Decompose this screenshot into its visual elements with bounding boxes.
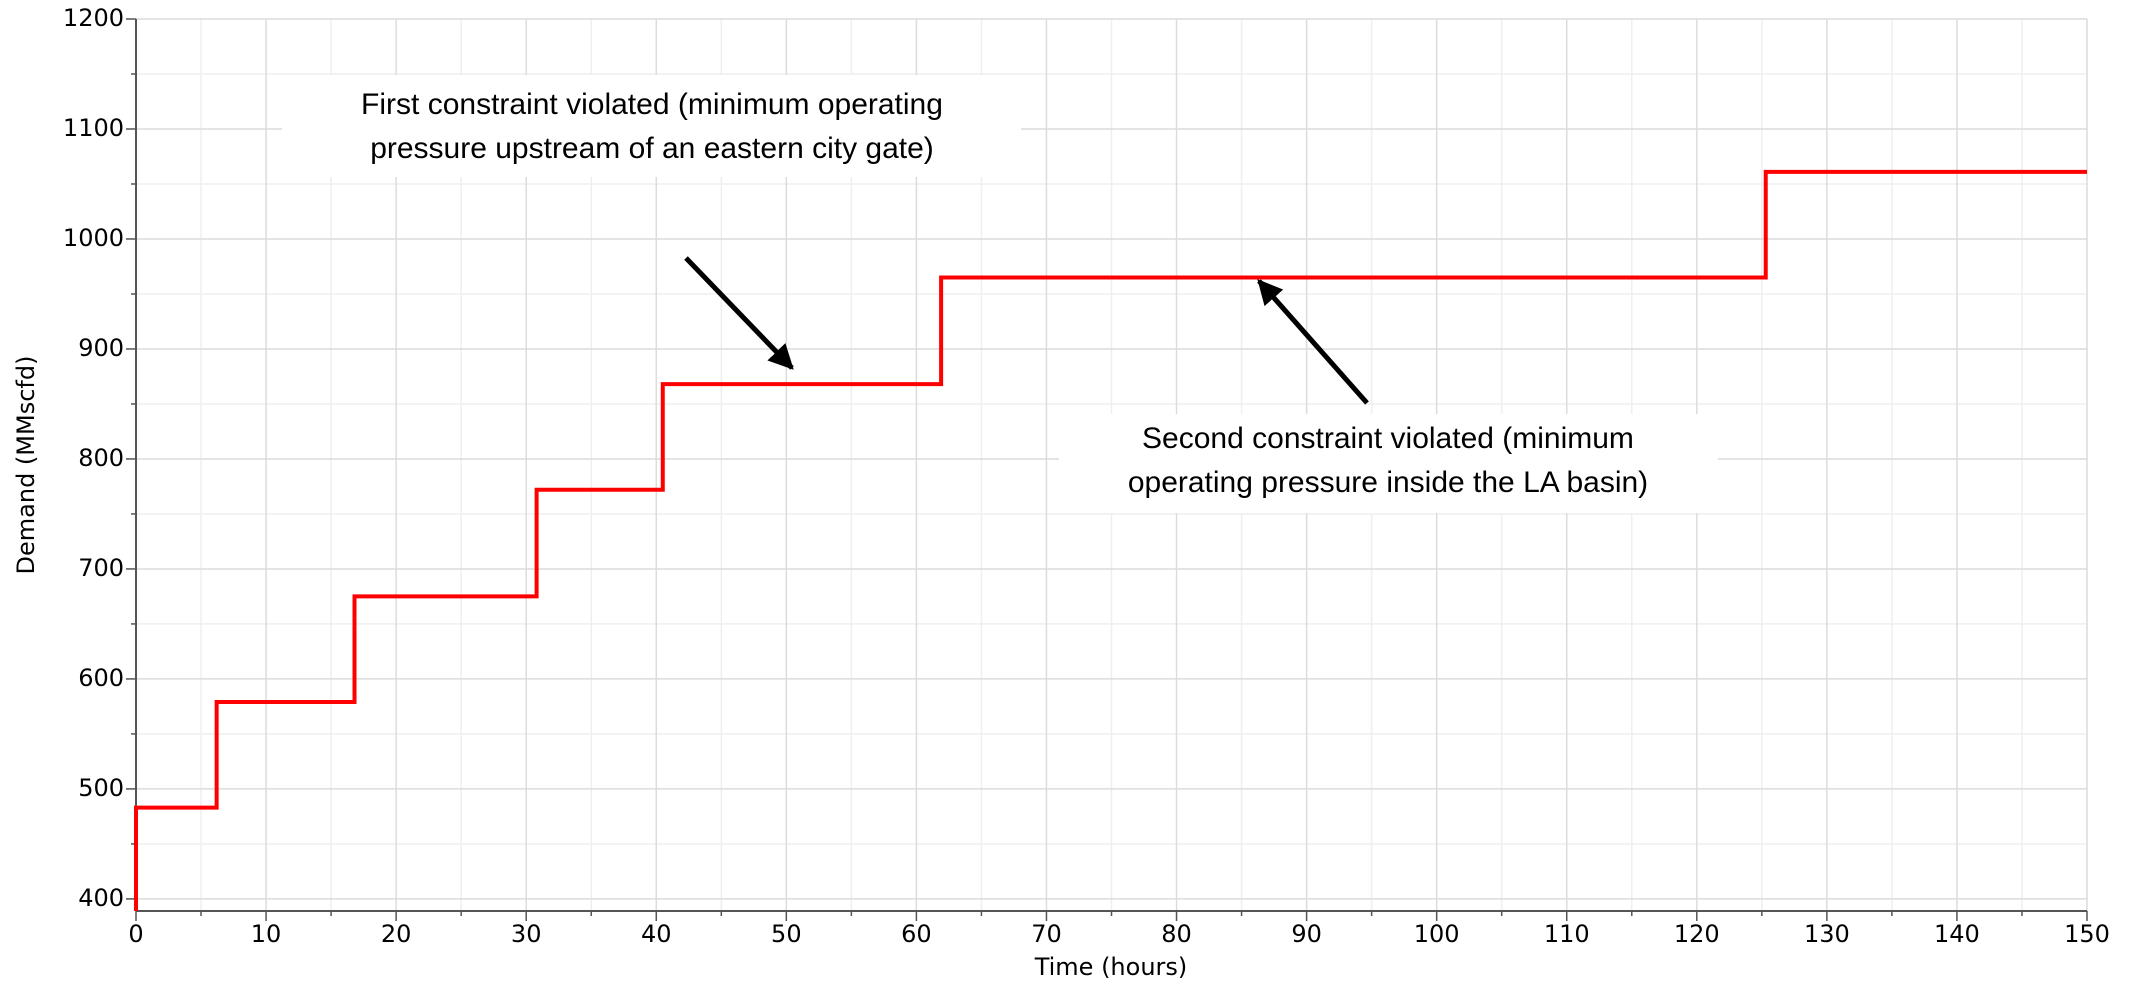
y-tick-label: 500 — [78, 774, 124, 802]
annotation-box — [282, 75, 1021, 177]
y-tick-label: 1000 — [63, 224, 124, 252]
x-tick-label: 60 — [901, 920, 932, 948]
x-tick-label: 20 — [381, 920, 412, 948]
x-tick-label: 130 — [1804, 920, 1850, 948]
x-tick-label: 80 — [1161, 920, 1192, 948]
x-axis-label: Time (hours) — [1034, 953, 1188, 981]
x-tick-label: 110 — [1544, 920, 1590, 948]
x-tick-label: 90 — [1291, 920, 1322, 948]
annotation-text: pressure upstream of an eastern city gat… — [370, 132, 934, 165]
x-tick-label: 10 — [251, 920, 282, 948]
annotation-text: Second constraint violated (minimum — [1142, 422, 1634, 455]
x-tick-label: 120 — [1674, 920, 1720, 948]
x-tick-label: 0 — [128, 920, 143, 948]
annotation-text: First constraint violated (minimum opera… — [361, 88, 943, 121]
x-tick-label: 150 — [2064, 920, 2110, 948]
y-tick-label: 700 — [78, 554, 124, 582]
x-tick-label: 70 — [1031, 920, 1062, 948]
y-tick-label: 900 — [78, 334, 124, 362]
data-line — [134, 169, 2087, 911]
y-axis-label: Demand (MMscfd) — [12, 356, 40, 575]
annotation-arrow — [1257, 279, 1369, 405]
annotation-box — [1059, 414, 1718, 513]
x-tick-label: 40 — [641, 920, 672, 948]
y-tick-label: 600 — [78, 664, 124, 692]
annotation-arrow — [684, 256, 794, 370]
y-tick-label: 800 — [78, 444, 124, 472]
y-tick-label: 1100 — [63, 114, 124, 142]
x-tick-label: 100 — [1414, 920, 1460, 948]
x-tick-label: 50 — [771, 920, 802, 948]
x-tick-label: 30 — [511, 920, 542, 948]
x-tick-label: 140 — [1934, 920, 1980, 948]
y-tick-label: 1200 — [63, 4, 124, 32]
y-tick-label: 400 — [78, 884, 124, 912]
annotation-text: operating pressure inside the LA basin) — [1128, 466, 1648, 499]
